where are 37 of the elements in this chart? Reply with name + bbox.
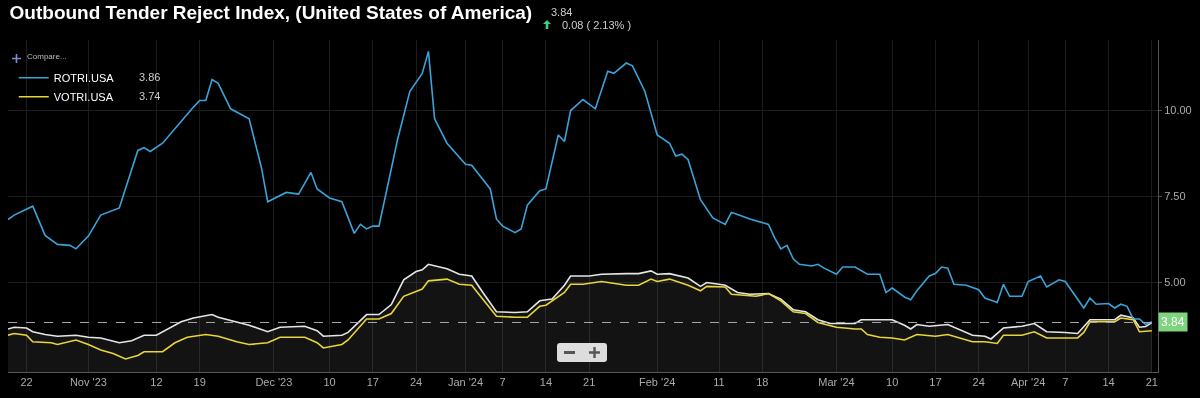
- x-tick-label: 7: [1062, 376, 1069, 389]
- x-tick-label: Nov '23: [69, 376, 107, 389]
- annotation: 3.86: [139, 71, 161, 83]
- y-tick-label: 7.50: [1164, 190, 1186, 203]
- line-series: [8, 50, 1153, 326]
- y-tick-label: 5.00: [1164, 276, 1186, 289]
- x-tick-label: 12: [150, 376, 163, 389]
- x-tick-label: Jan '24: [447, 376, 484, 389]
- chart-title: Outbound Tender Reject Index, (United States of America): [9, 2, 533, 24]
- legend-label: ROTRI.USA: [53, 72, 115, 85]
- x-tick-label: 7: [499, 376, 506, 389]
- x-tick-label: 14: [1102, 376, 1115, 389]
- x-tick-label: 17: [929, 376, 942, 389]
- annotation: Compare...: [27, 52, 67, 61]
- x-tick-label: 18: [756, 376, 769, 389]
- x-tick-label: 10: [323, 376, 336, 389]
- x-tick-label: 19: [193, 376, 206, 389]
- text: 3.84: [551, 6, 573, 18]
- x-tick-label: Feb '24: [639, 376, 676, 389]
- x-tick-label: Mar '24: [818, 376, 855, 389]
- x-tick-label: 11: [713, 376, 725, 389]
- text: 0.08 ( 2.13% ): [562, 19, 632, 31]
- y-tick-label: 10.00: [1164, 104, 1192, 117]
- x-tick-label: 24: [972, 376, 985, 389]
- x-tick-label: 10: [886, 376, 899, 389]
- x-tick-label: 21: [583, 376, 596, 389]
- x-tick-label: Dec '23: [255, 376, 293, 389]
- x-tick-label: 22: [20, 376, 33, 389]
- ref-line-label: 3.84: [1161, 315, 1185, 329]
- x-tick-label: 24: [409, 376, 423, 389]
- legend-label: VOTRI.USA: [53, 91, 114, 104]
- x-tick-label: 17: [366, 376, 379, 389]
- x-tick-label: 14: [539, 376, 553, 389]
- line-series: [8, 278, 1153, 360]
- x-tick-label: 21: [1145, 376, 1158, 389]
- annotation: 3.74: [139, 90, 161, 102]
- x-tick-label: Apr '24: [1010, 376, 1046, 389]
